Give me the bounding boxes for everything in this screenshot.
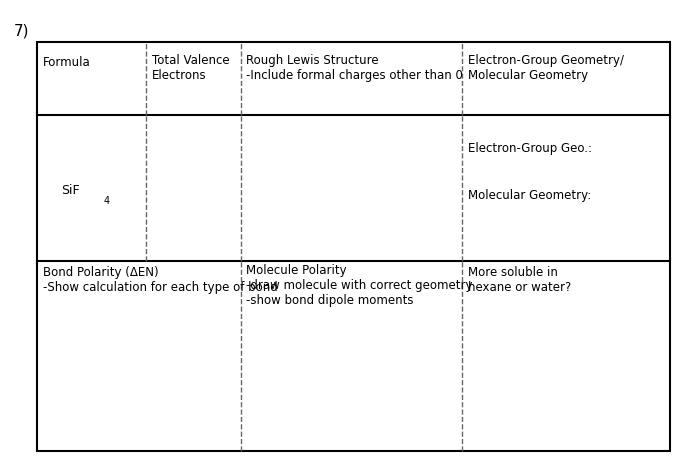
Text: Molecule Polarity
-draw molecule with correct geometry
-show bond dipole moments: Molecule Polarity -draw molecule with co… bbox=[246, 264, 473, 307]
Bar bbox=[37, 42, 670, 451]
Text: Electron-Group Geometry/
Molecular Geometry: Electron-Group Geometry/ Molecular Geome… bbox=[468, 54, 624, 82]
Text: Rough Lewis Structure
-Include formal charges other than 0: Rough Lewis Structure -Include formal ch… bbox=[246, 54, 463, 82]
Text: Electron-Group Geo.:: Electron-Group Geo.: bbox=[468, 141, 592, 155]
Text: More soluble in
hexane or water?: More soluble in hexane or water? bbox=[468, 266, 571, 294]
Text: 4: 4 bbox=[103, 196, 109, 206]
Text: SiF: SiF bbox=[61, 184, 80, 197]
Text: Bond Polarity (ΔEN)
-Show calculation for each type of bond: Bond Polarity (ΔEN) -Show calculation fo… bbox=[43, 266, 277, 294]
Text: Formula: Formula bbox=[43, 56, 90, 70]
Text: 7): 7) bbox=[14, 24, 29, 39]
Text: Total Valence
Electrons: Total Valence Electrons bbox=[152, 54, 229, 82]
Text: Molecular Geometry:: Molecular Geometry: bbox=[468, 188, 591, 202]
